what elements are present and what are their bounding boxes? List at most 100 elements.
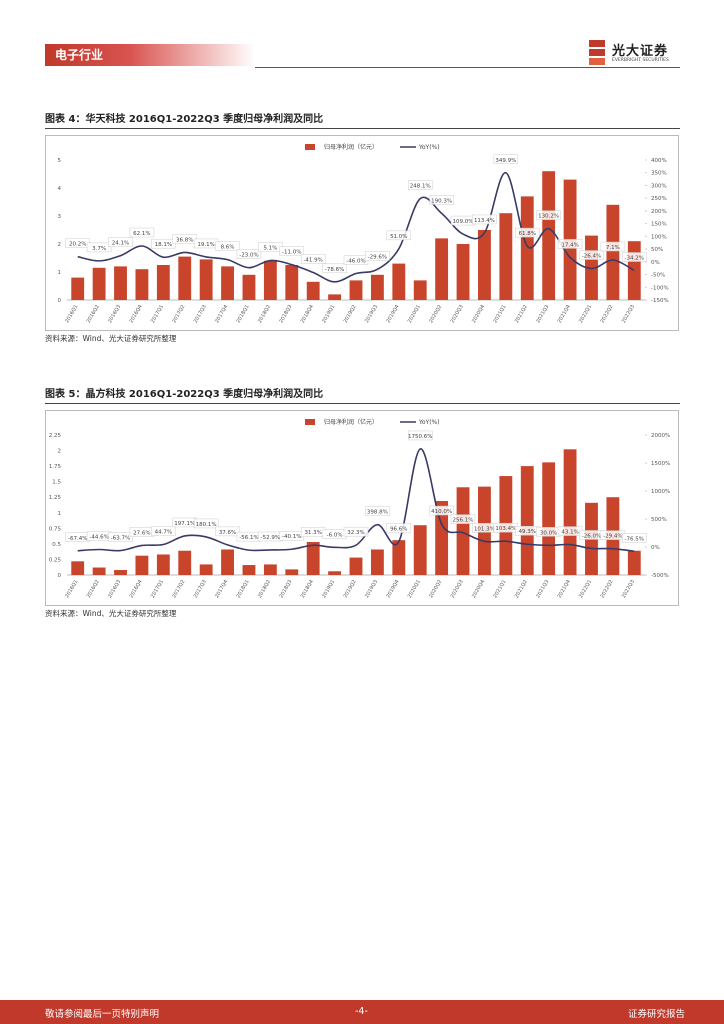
bar [542,171,556,300]
x-tick-label: 2021Q4 [557,304,572,324]
data-label: 44.7% [151,526,176,536]
data-label: -11.0% [279,246,305,256]
x-tick-label: 2017Q3 [193,579,208,599]
y2-tick-label: 0% [651,260,660,266]
data-label-text: -26.4% [582,254,601,260]
data-label-text: 7.1% [606,245,620,251]
x-tick-label: 2019Q2 [343,579,358,599]
data-label: 96.6% [386,523,412,533]
x-tick-label: 2016Q4 [129,304,144,324]
y-tick-label: 4 [58,186,62,192]
y2-tick-label: 350% [651,171,667,177]
x-tick-label: 2020Q2 [428,304,443,324]
data-label-box [386,230,412,241]
x-tick-label: 2016Q2 [86,304,101,324]
bar [221,549,234,575]
data-label: 8.6% [215,241,240,251]
data-label: 51.0% [386,230,412,241]
bar [306,542,320,575]
data-label: -23.0% [236,249,262,259]
logo-subtext: EVERBRIGHT SECURITIES [612,58,669,63]
data-label: -41.9% [300,254,326,264]
logo-text: 光大证券 [612,44,669,59]
bar [135,269,149,300]
data-label-text: 197.1% [174,521,195,527]
data-label-box [343,526,369,537]
data-label: 1750.6% [407,430,433,441]
data-label-text: 24.1% [112,241,129,247]
data-label-text: 256.1% [453,518,474,524]
data-label-text: -56.1% [239,535,258,541]
data-label-box [300,254,326,264]
data-label: -6.0% [322,529,347,539]
y2-tick-label: 500% [651,517,667,523]
data-label-text: -44.6% [89,534,108,540]
data-label-box [622,252,647,262]
data-label-text: 19.1% [197,242,214,248]
data-label-text: -23.0% [239,253,258,259]
y2-tick-label: 200% [651,209,667,215]
bar [242,274,256,300]
x-tick-label: 2018Q1 [236,579,251,599]
data-label-text: 44.7% [155,529,172,535]
footer: 敬请参阅最后一页特别声明 -4- 证券研究报告 [0,1000,724,1024]
data-label: 130.2% [536,210,561,220]
x-tick-label: 2021Q3 [535,304,550,324]
data-label-text: 37.6% [219,530,236,536]
section-tag: 电子行业 [45,44,255,66]
x-tick-label: 2017Q3 [193,304,208,324]
bar [392,540,406,575]
bar [221,266,234,300]
x-tick-label: 2022Q3 [621,304,636,324]
data-label-text: 113.4% [474,218,495,224]
bar [435,238,449,300]
data-label-text: 18.1% [155,242,172,248]
bar [349,280,363,300]
x-tick-label: 2021Q4 [557,579,572,599]
data-label-text: 410.0% [431,509,452,515]
bar [178,256,192,300]
data-label: 18.1% [151,238,176,249]
data-label-text: -34.2% [625,256,644,262]
y-tick-label: 0.25 [49,557,62,563]
data-label: 17.4% [557,239,583,249]
data-label: -26.4% [579,250,604,260]
y2-tick-label: 400% [651,158,667,164]
data-label-text: -76.5% [625,536,644,542]
data-label-text: 17.4% [561,242,578,248]
data-label: -76.5% [622,533,647,543]
y2-tick-label: 1000% [651,489,670,495]
figure-source: 资料来源：Wind、光大证券研究所整理 [45,609,177,618]
data-label-box [472,214,497,225]
x-tick-label: 2020Q1 [407,304,422,324]
x-tick-label: 2017Q4 [214,579,229,599]
x-tick-label: 2018Q4 [300,304,315,324]
x-tick-label: 2018Q2 [257,579,272,599]
x-tick-label: 2016Q3 [107,579,122,599]
bar [156,265,170,300]
data-label-text: -29.4% [603,534,622,540]
data-label-box [407,180,433,190]
bar [606,204,620,300]
data-label-text: -67.4% [68,536,87,542]
bar [370,549,384,575]
bar [199,564,213,575]
data-label: 103.4% [493,522,519,533]
data-label-box [450,514,476,524]
bar [520,196,534,300]
data-label: 43.1% [557,526,583,536]
x-tick-label: 2022Q1 [578,579,593,599]
data-label: -26.0% [579,530,604,540]
header-rule [255,67,680,68]
y-tick-label: 1.75 [49,464,62,470]
y2-tick-label: 1500% [651,461,670,467]
x-tick-label: 2021Q1 [492,579,507,599]
data-label: 113.4% [472,214,497,225]
data-label-box [622,533,647,543]
data-label: 37.6% [215,526,240,537]
x-tick-label: 2018Q3 [278,579,293,599]
bar [349,557,363,575]
y-tick-label: 0.5 [52,542,61,548]
bar [114,266,127,300]
y-tick-label: 2 [58,449,62,455]
